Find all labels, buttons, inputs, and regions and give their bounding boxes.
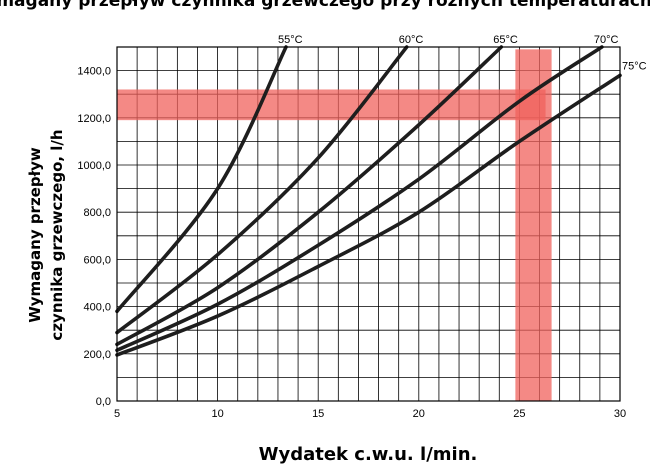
series-label: 75°C xyxy=(622,60,647,72)
x-tick-labels: 5 10 15 20 25 30 xyxy=(114,408,626,420)
series-labels: 55°C 60°C 65°C 70°C 75°C xyxy=(278,34,647,72)
y-tick-label: 1200,0 xyxy=(77,113,111,125)
y-tick-label: 400,0 xyxy=(83,302,111,314)
y-axis-label: Wymagany przepływ czynnika grzewczego, l… xyxy=(26,129,66,340)
x-tick-label: 5 xyxy=(114,408,120,420)
y-axis-label-line-1: Wymagany przepływ xyxy=(26,147,44,323)
series-line xyxy=(115,73,622,357)
x-tick-label: 15 xyxy=(312,408,324,420)
y-tick-label: 1400,0 xyxy=(77,66,111,78)
y-tick-label: 1000,0 xyxy=(77,160,111,172)
y-tick-label: 0,0 xyxy=(96,396,111,408)
highlight-bands xyxy=(117,49,552,402)
series-lines xyxy=(115,45,622,357)
highlight-band-vertical xyxy=(515,49,552,402)
y-tick-label: 600,0 xyxy=(83,254,111,266)
series-line xyxy=(115,45,504,347)
series-line xyxy=(115,45,604,353)
y-axis-label-line-2: czynnika grzewczego, l/h xyxy=(48,129,66,340)
series-label: 65°C xyxy=(493,34,518,46)
series-label: 70°C xyxy=(594,34,619,46)
x-tick-label: 30 xyxy=(614,408,626,420)
x-tick-label: 10 xyxy=(211,408,223,420)
highlight-band-horizontal xyxy=(117,89,546,121)
chart-title: Wymagany przepływ czynnika grzewczego pr… xyxy=(0,0,650,11)
series-line xyxy=(115,45,409,335)
series-label: 60°C xyxy=(399,34,424,46)
series-line xyxy=(115,45,288,314)
plot-frame xyxy=(116,46,621,402)
y-tick-label: 200,0 xyxy=(83,349,111,361)
x-tick-label: 25 xyxy=(513,408,525,420)
series-label: 55°C xyxy=(278,34,303,46)
x-tick-label: 20 xyxy=(413,408,425,420)
y-tick-labels: 0,0 200,0 400,0 600,0 800,0 1000,0 1200,0 1400,… xyxy=(77,66,111,408)
y-tick-label: 800,0 xyxy=(83,207,111,219)
x-axis-label: Wydatek c.w.u. l/min. xyxy=(259,444,478,465)
